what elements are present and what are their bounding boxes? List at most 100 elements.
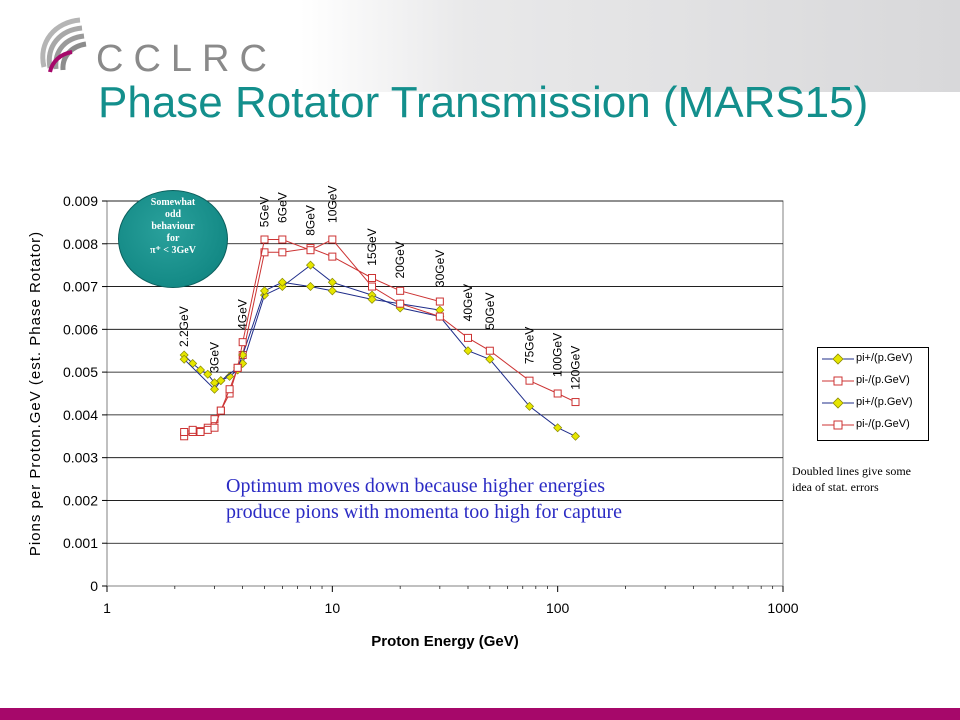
energy-label: 5GeV xyxy=(258,197,272,228)
callout-line-5: π⁺ < 3GeV xyxy=(150,245,196,256)
energy-label: 40GeV xyxy=(461,284,475,321)
data-point-pi-minus xyxy=(396,286,405,295)
y-tick-label: 0.007 xyxy=(63,279,98,295)
optimum-annotation: Optimum moves down because higher energi… xyxy=(226,475,623,523)
slide-title: Phase Rotator Transmission (MARS15) xyxy=(98,78,869,127)
callout-line-1: Somewhat xyxy=(150,197,196,208)
chart: 0 0.001 0.002 0.003 0.004 0.005 0.006 0.007 0.00… xyxy=(27,186,799,650)
callout-line-3: behaviour xyxy=(151,221,195,232)
energy-label: 3GeV xyxy=(208,342,222,373)
data-point-pi-minus xyxy=(328,252,337,261)
data-point-pi-plus xyxy=(525,401,535,411)
data-point-pi-plus xyxy=(553,423,563,433)
data-point-pi-minus xyxy=(260,235,269,244)
data-point-pi-plus xyxy=(463,346,473,356)
data-point-pi-plus xyxy=(225,371,235,381)
y-tick-label: 0.004 xyxy=(63,407,98,423)
legend-item-3: pi+/(p.GeV) xyxy=(818,394,928,412)
y-tick-label: 0.003 xyxy=(63,450,98,466)
cclrc-logo xyxy=(30,12,90,87)
stat-errors-note: Doubled lines give some idea of stat. er… xyxy=(792,464,911,494)
data-point-pi-minus xyxy=(210,423,219,432)
data-point-pi-minus xyxy=(216,406,225,415)
legend-label-2: pi-/(p.GeV) xyxy=(856,374,910,386)
energy-label: 8GeV xyxy=(303,205,317,236)
data-point-pi-plus xyxy=(327,277,337,287)
data-point-pi-minus xyxy=(396,299,405,308)
energy-label: 15GeV xyxy=(365,228,379,265)
energy-label: 30GeV xyxy=(433,250,447,287)
data-point-pi-plus xyxy=(327,286,337,296)
x-axis-label: Proton Energy (GeV) xyxy=(371,633,519,650)
callout-line-2: odd xyxy=(164,209,182,220)
y-tick-label: 0.002 xyxy=(63,492,98,508)
square-marker-icon xyxy=(822,376,854,386)
y-tick-label: 0.008 xyxy=(63,236,98,252)
x-tick-label: 1 xyxy=(103,600,111,616)
data-point-pi-plus xyxy=(210,384,220,394)
callout-text: Somewhat odd behaviour for π⁺ < 3GeV xyxy=(119,197,227,257)
data-point-pi-minus xyxy=(188,425,197,434)
x-tick-label: 100 xyxy=(546,600,570,616)
diamond-marker-icon xyxy=(822,397,854,409)
data-point-pi-plus xyxy=(203,369,213,379)
header-band xyxy=(300,0,960,92)
data-point-pi-plus xyxy=(485,354,495,364)
plot-area xyxy=(106,200,784,587)
legend-label-3: pi+/(p.GeV) xyxy=(856,396,913,408)
data-point-pi-minus xyxy=(233,363,242,372)
data-point-pi-minus xyxy=(225,385,234,394)
legend-item-2: pi-/(p.GeV) xyxy=(818,372,928,390)
energy-label: 6GeV xyxy=(275,192,289,223)
x-tick-label: 10 xyxy=(325,600,341,616)
logo-text: CCLRC xyxy=(96,38,277,80)
data-point-pi-minus xyxy=(203,425,212,434)
data-point-pi-minus xyxy=(238,338,247,347)
data-point-pi-minus xyxy=(368,274,377,282)
data-point-pi-minus xyxy=(180,428,189,436)
data-point-pi-minus xyxy=(463,333,472,342)
y-tick-label: 0.001 xyxy=(63,535,98,551)
data-point-pi-plus xyxy=(367,294,377,304)
data-point-pi-minus xyxy=(196,428,205,436)
data-point-pi-minus xyxy=(278,235,287,244)
callout-line-4: for xyxy=(166,233,180,244)
bottom-bar xyxy=(0,708,960,720)
data-point-pi-plus xyxy=(260,286,269,296)
energy-label: 100GeV xyxy=(551,333,565,377)
data-point-pi-minus xyxy=(553,389,562,398)
data-point-pi-plus xyxy=(571,431,581,441)
data-point-pi-plus xyxy=(277,277,287,287)
energy-label: 2.2GeV xyxy=(177,306,191,347)
energy-label: 75GeV xyxy=(523,327,537,364)
logo-swirl-icon xyxy=(40,17,87,73)
y-tick-label: 0.006 xyxy=(63,321,98,337)
y-tick-label: 0.005 xyxy=(63,364,98,380)
energy-label: 20GeV xyxy=(393,241,407,278)
x-tick-label: 1000 xyxy=(767,600,798,616)
data-point-pi-plus xyxy=(306,282,315,292)
data-point-pi-plus xyxy=(216,376,226,386)
legend-label-4: pi-/(p.GeV) xyxy=(856,418,910,430)
energy-label: 120GeV xyxy=(569,346,583,390)
data-point-pi-minus xyxy=(525,376,534,385)
legend-item-1: pi+/(p.GeV) xyxy=(818,350,928,368)
legend-item-4: pi-/(p.GeV) xyxy=(818,416,928,434)
data-point-pi-minus xyxy=(278,248,287,257)
data-point-pi-minus xyxy=(435,312,444,321)
data-point-pi-minus xyxy=(328,235,337,244)
chart-legend: pi+/(p.GeV) pi-/(p.GeV) pi+/(p.GeV) pi-/… xyxy=(817,347,929,441)
data-point-pi-plus xyxy=(179,354,189,364)
data-point-pi-plus xyxy=(306,260,315,270)
energy-label: 4GeV xyxy=(236,299,250,330)
y-tick-label: 0.009 xyxy=(63,193,98,209)
square-marker-icon xyxy=(822,420,854,430)
y-axis-label: Pions per Proton.GeV (est. Phase Rotator… xyxy=(27,231,44,556)
data-point-pi-minus xyxy=(260,248,269,257)
data-point-pi-minus xyxy=(368,282,377,291)
callout-bubble: Somewhat odd behaviour for π⁺ < 3GeV xyxy=(118,190,228,288)
data-point-pi-minus xyxy=(435,297,444,306)
data-point-pi-plus xyxy=(196,365,206,375)
diamond-marker-icon xyxy=(822,353,854,365)
legend-label-1: pi+/(p.GeV) xyxy=(856,352,913,364)
